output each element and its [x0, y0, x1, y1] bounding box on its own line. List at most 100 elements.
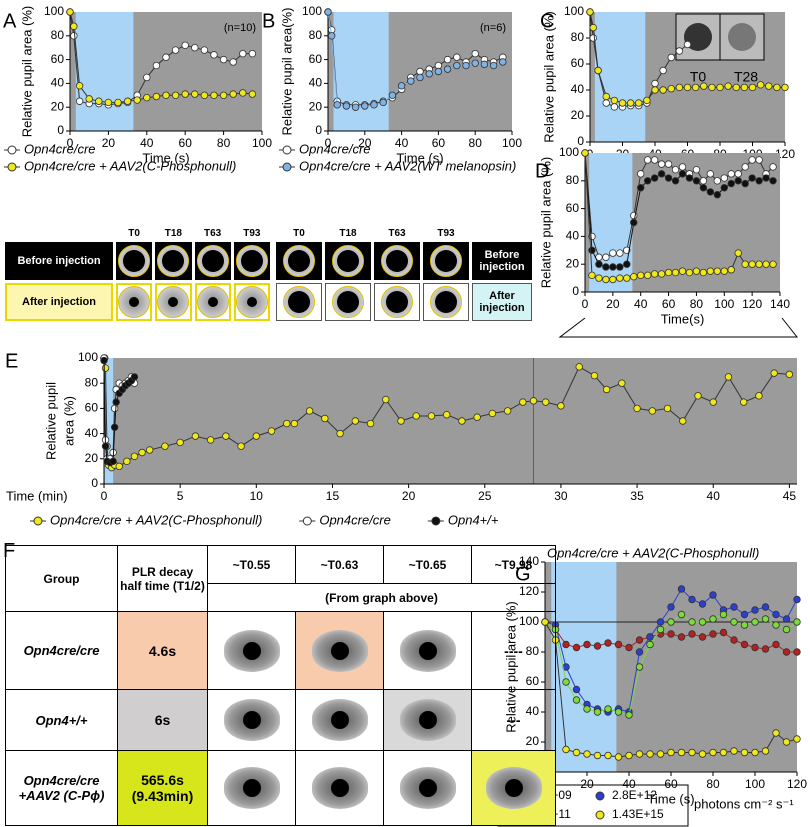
- x-tick-label: 45: [783, 489, 797, 503]
- legend-marker: [431, 516, 441, 526]
- data-point: [772, 729, 780, 737]
- pupil: [207, 297, 218, 307]
- eye-photo: [325, 242, 371, 280]
- data-point: [604, 639, 612, 647]
- legend-marker: [282, 145, 292, 155]
- data-point: [724, 373, 733, 381]
- data-point: [727, 266, 735, 274]
- x-tick-label: 40: [707, 489, 721, 503]
- data-point: [595, 260, 603, 268]
- data-point: [575, 363, 583, 371]
- y-tick-label: 100: [564, 4, 584, 18]
- data-point: [724, 82, 732, 90]
- x-axis-label: Time (s): [142, 150, 189, 165]
- data-point: [143, 93, 151, 102]
- data-point: [651, 79, 659, 88]
- data-point: [614, 708, 623, 716]
- eye-panel: T0 T18 T63 T93 Before injection After injecti…: [276, 228, 532, 321]
- light-stimulus: [551, 562, 617, 772]
- x-tick-label: 60: [432, 136, 446, 150]
- x-tick-label: 10: [250, 489, 264, 503]
- y-tick-label: 60: [566, 201, 580, 215]
- header-cell: PLR decay half time (T1/2): [117, 545, 208, 612]
- data-point: [588, 246, 596, 254]
- y-axis-label: Relative pupil area(%): [279, 8, 294, 136]
- data-point: [677, 610, 686, 619]
- data-point: [740, 83, 749, 92]
- data-point: [740, 748, 749, 757]
- data-point: [248, 90, 257, 98]
- data-point: [161, 442, 169, 450]
- pupil: [504, 779, 523, 797]
- data-point: [769, 163, 777, 171]
- timepoint-label: T63: [204, 228, 222, 239]
- data-point: [471, 49, 479, 58]
- x-tick-label: 5: [177, 489, 184, 503]
- data-point: [562, 678, 570, 686]
- data-point: [480, 60, 489, 69]
- pupil: [201, 250, 224, 272]
- y-tick-label: 20: [566, 256, 580, 270]
- y-tick-label: 20: [85, 451, 99, 465]
- eye-photo: [374, 283, 420, 321]
- x-tick-label: 20: [606, 297, 620, 311]
- row-label: After injection: [472, 283, 532, 321]
- pupil: [435, 250, 457, 272]
- pupil: [168, 297, 179, 307]
- data-point: [751, 643, 759, 652]
- data-point: [667, 603, 675, 611]
- panel-letter: E: [5, 350, 18, 372]
- eye-photo: [386, 760, 469, 816]
- data-point: [110, 404, 119, 413]
- pupil: [246, 297, 257, 307]
- x-tick-label: 0: [582, 297, 589, 311]
- data-point: [562, 745, 570, 754]
- data-point: [756, 81, 765, 89]
- iris: [223, 629, 280, 672]
- legend-marker: [595, 810, 605, 820]
- data-point: [252, 432, 261, 440]
- data-point: [267, 427, 276, 435]
- data-point: [755, 177, 763, 185]
- data-point: [667, 630, 675, 638]
- photo-cell: [383, 750, 472, 826]
- data-point: [361, 102, 369, 110]
- data-point: [762, 174, 770, 182]
- photo-cell: [295, 611, 384, 690]
- data-point: [143, 73, 151, 82]
- data-point: [625, 751, 633, 760]
- pupil: [242, 779, 261, 797]
- eye-photo: [423, 242, 469, 280]
- inset-label: T0: [690, 69, 707, 85]
- iris: [311, 629, 368, 672]
- pupil: [288, 250, 310, 272]
- eye-panel: T0 T18 T63 T93 Before injection After injecti…: [5, 228, 270, 321]
- data-point: [110, 423, 119, 431]
- y-tick-label: 100: [302, 4, 322, 18]
- data-point: [557, 402, 565, 410]
- data-point: [663, 404, 672, 413]
- eye-photo: [194, 242, 231, 280]
- iris: [118, 245, 151, 277]
- data-point: [191, 44, 199, 52]
- data-point: [761, 603, 770, 611]
- data-point: [730, 636, 738, 644]
- header-cell: ~T0.65: [383, 545, 472, 584]
- x-tick-label: 100: [745, 777, 765, 791]
- data-point: [594, 66, 602, 75]
- inset-label: T28: [734, 69, 758, 85]
- data-point: [677, 585, 686, 593]
- data-point: [709, 615, 717, 623]
- data-point: [488, 409, 497, 418]
- data-point: [583, 750, 591, 758]
- eye-photo: [386, 623, 469, 679]
- data-point: [181, 90, 189, 98]
- data-point: [489, 61, 498, 70]
- data-point: [706, 188, 715, 196]
- legend-label: Opn4cre/cre: [24, 141, 96, 156]
- data-point: [229, 58, 237, 66]
- data-point: [713, 177, 722, 185]
- data-point: [503, 407, 512, 415]
- x-tick-label: 40: [634, 297, 648, 311]
- data-point: [740, 640, 749, 649]
